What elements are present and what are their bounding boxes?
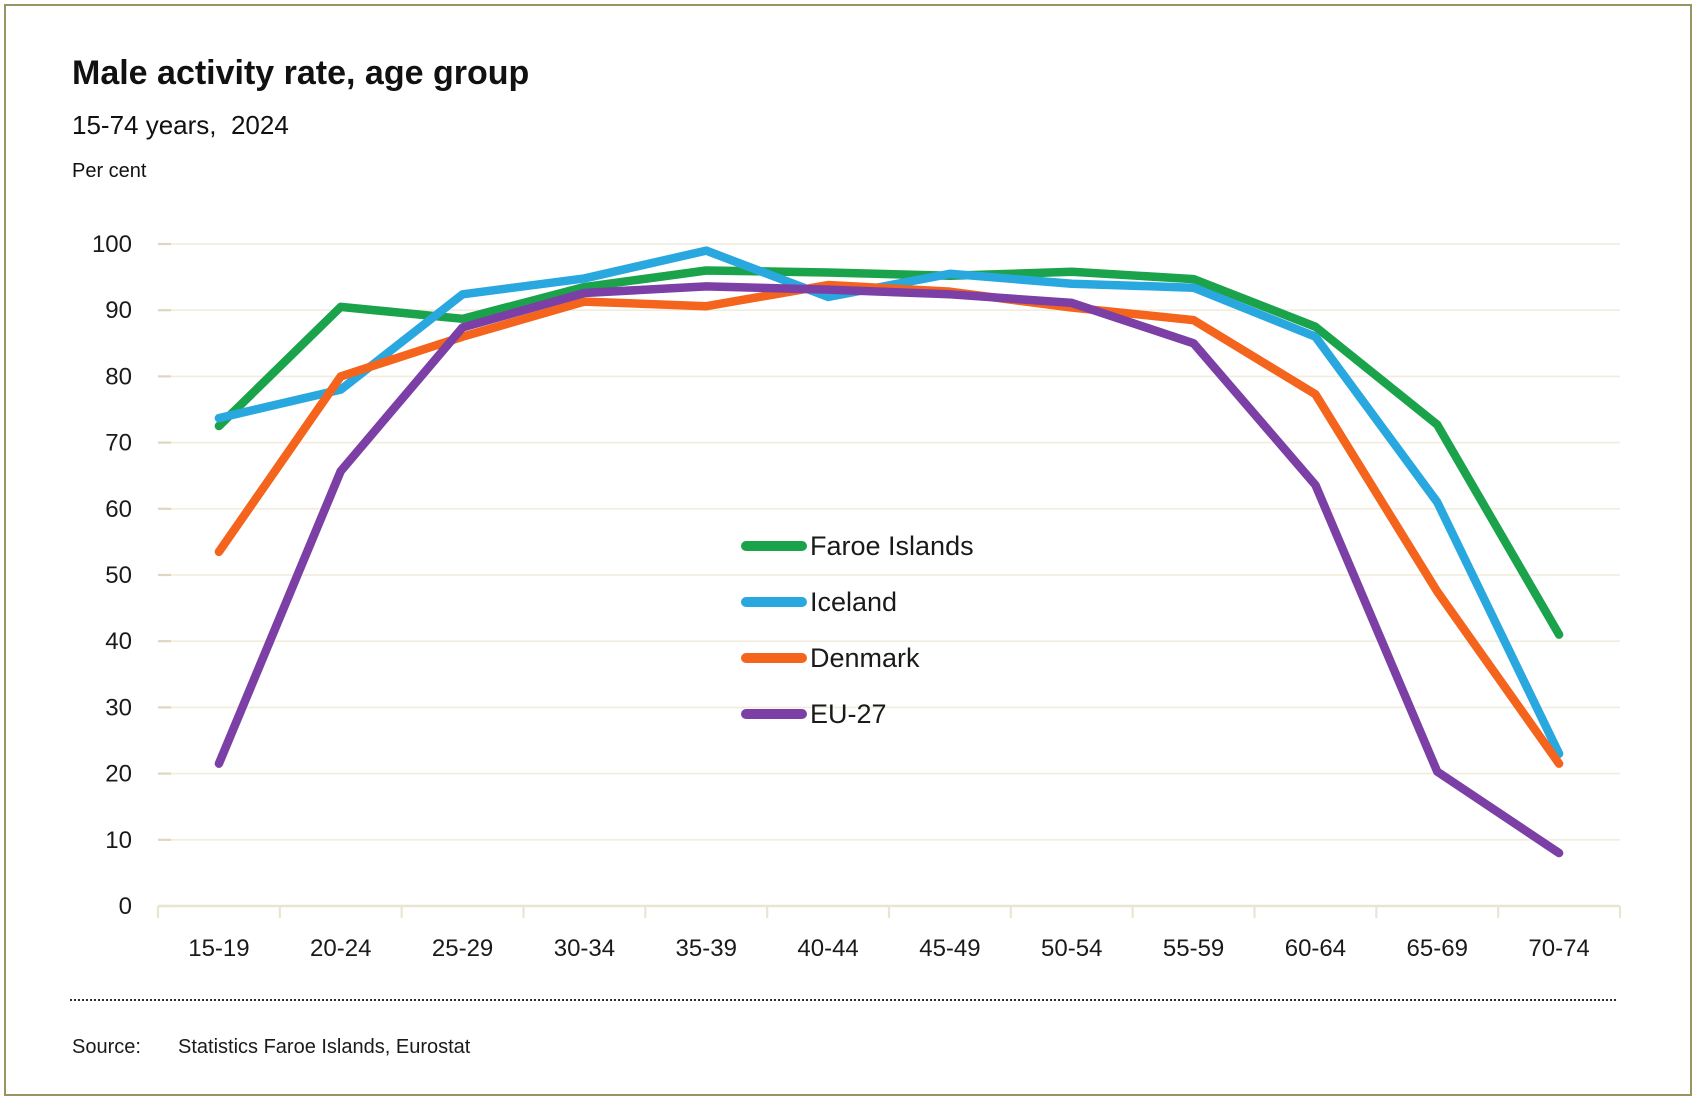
y-tick-label: 30 bbox=[105, 694, 132, 721]
legend-swatch-iceland bbox=[741, 597, 807, 607]
x-tick-label: 15-19 bbox=[188, 935, 249, 962]
x-tick-label: 35-39 bbox=[676, 935, 737, 962]
legend-item-denmark: Denmark bbox=[741, 630, 974, 686]
x-tick-label: 70-74 bbox=[1528, 935, 1589, 962]
legend-label-denmark: Denmark bbox=[810, 642, 920, 673]
legend-label-faroe-islands: Faroe Islands bbox=[810, 530, 974, 561]
source-label: Source: bbox=[72, 1036, 141, 1058]
y-tick-label: 90 bbox=[105, 297, 132, 324]
source-text: Statistics Faroe Islands, Eurostat bbox=[178, 1036, 471, 1058]
x-tick-label: 30-34 bbox=[554, 935, 615, 962]
x-tick-label: 40-44 bbox=[797, 935, 858, 962]
legend-label-iceland: Iceland bbox=[810, 586, 898, 617]
legend-label-eu27: EU-27 bbox=[810, 698, 887, 729]
y-tick-label: 10 bbox=[105, 827, 132, 854]
y-tick-label: 60 bbox=[105, 496, 132, 523]
y-tick-label: 100 bbox=[92, 231, 132, 258]
x-tick-label: 65-69 bbox=[1407, 935, 1468, 962]
legend-swatch-eu27 bbox=[741, 709, 807, 719]
series-line-faroe-islands bbox=[214, 266, 1564, 639]
y-tick-label: 20 bbox=[105, 761, 132, 788]
x-tick-label: 60-64 bbox=[1285, 935, 1346, 962]
legend-swatch-faroe-islands bbox=[741, 541, 807, 551]
x-tick-label: 55-59 bbox=[1163, 935, 1224, 962]
y-tick-label: 50 bbox=[105, 562, 132, 589]
series-line-eu-27 bbox=[214, 282, 1564, 858]
legend-item-iceland: Iceland bbox=[741, 574, 974, 630]
x-tick-label: 45-49 bbox=[919, 935, 980, 962]
chart-title: Male activity rate, age group bbox=[72, 54, 530, 92]
y-tick-label: 70 bbox=[105, 430, 132, 457]
y-tick-label: 0 bbox=[119, 893, 132, 920]
legend-swatch-denmark bbox=[741, 653, 807, 663]
y-tick-label: 40 bbox=[105, 628, 132, 655]
y-axis-unit-label: Per cent bbox=[72, 160, 147, 182]
x-tick-label: 25-29 bbox=[432, 935, 493, 962]
source-divider-line bbox=[70, 999, 1616, 1001]
legend: Faroe Islands Iceland Denmark EU-27 bbox=[741, 518, 974, 742]
x-tick-label: 50-54 bbox=[1041, 935, 1102, 962]
x-tick-label: 20-24 bbox=[310, 935, 371, 962]
legend-item-faroe-islands: Faroe Islands bbox=[741, 518, 974, 574]
chart-subtitle: 15-74 years, 2024 bbox=[72, 110, 289, 140]
y-tick-label: 80 bbox=[105, 363, 132, 390]
source-row: Source: Statistics Faroe Islands, Eurosta… bbox=[72, 1036, 470, 1059]
legend-item-eu27: EU-27 bbox=[741, 686, 974, 742]
